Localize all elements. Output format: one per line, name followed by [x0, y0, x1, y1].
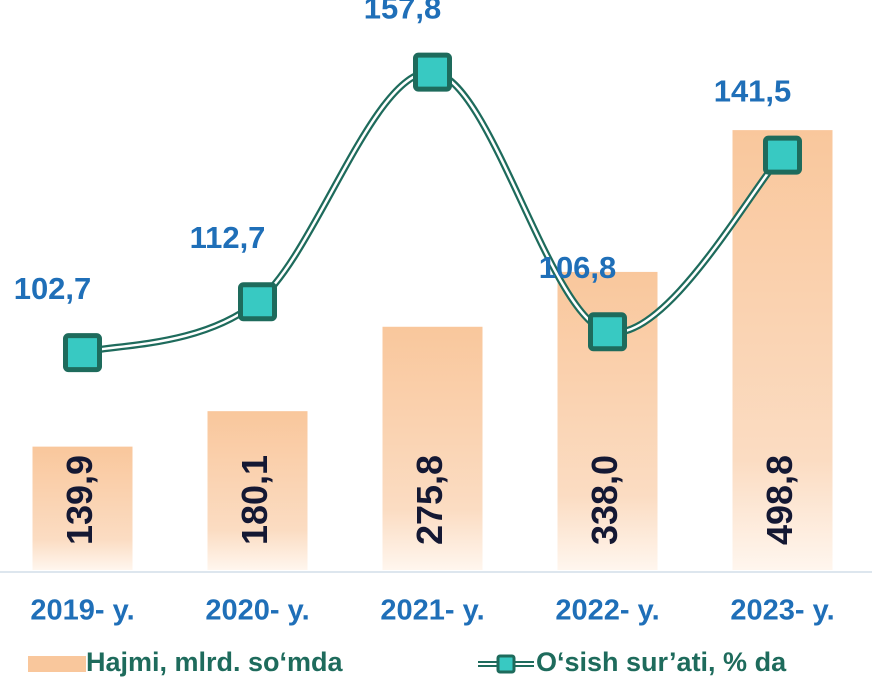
line-inner: [82, 70, 784, 354]
bar: [207, 411, 308, 570]
x-tick-label: 2020- y.: [205, 595, 309, 627]
marker: [63, 333, 102, 373]
x-tick-label: 2023- y.: [730, 595, 834, 627]
bar-value-label: 498,8: [759, 455, 800, 545]
bar-value-label: 139,9: [59, 455, 100, 545]
line-value-label: 112,7: [190, 220, 266, 255]
legend-swatch: [28, 656, 86, 672]
legend-marker: [496, 654, 516, 674]
line-value-label: 141,5: [714, 73, 792, 108]
bar-value-label: 275,8: [409, 455, 450, 545]
marker: [413, 52, 452, 92]
bar: [382, 326, 483, 570]
marker: [763, 135, 802, 175]
line-value-label: 106,8: [539, 250, 617, 285]
line-value-label: 102,7: [14, 271, 92, 306]
line: [81, 68, 786, 357]
marker: [588, 312, 627, 352]
line-value-label: 157,8: [364, 0, 442, 25]
legend-label: O‘sish sur’ati, % da: [536, 647, 787, 677]
x-tick-label: 2019- y.: [30, 595, 134, 627]
bar-value-label: 338,0: [584, 455, 625, 545]
x-tick-label: 2021- y.: [380, 595, 484, 627]
x-tick-label: 2022- y.: [555, 595, 659, 627]
marker: [238, 282, 277, 322]
bar-value-label: 180,1: [234, 455, 275, 545]
bar: [32, 446, 133, 570]
legend-label: Hajmi, mlrd. so‘mda: [86, 647, 344, 677]
